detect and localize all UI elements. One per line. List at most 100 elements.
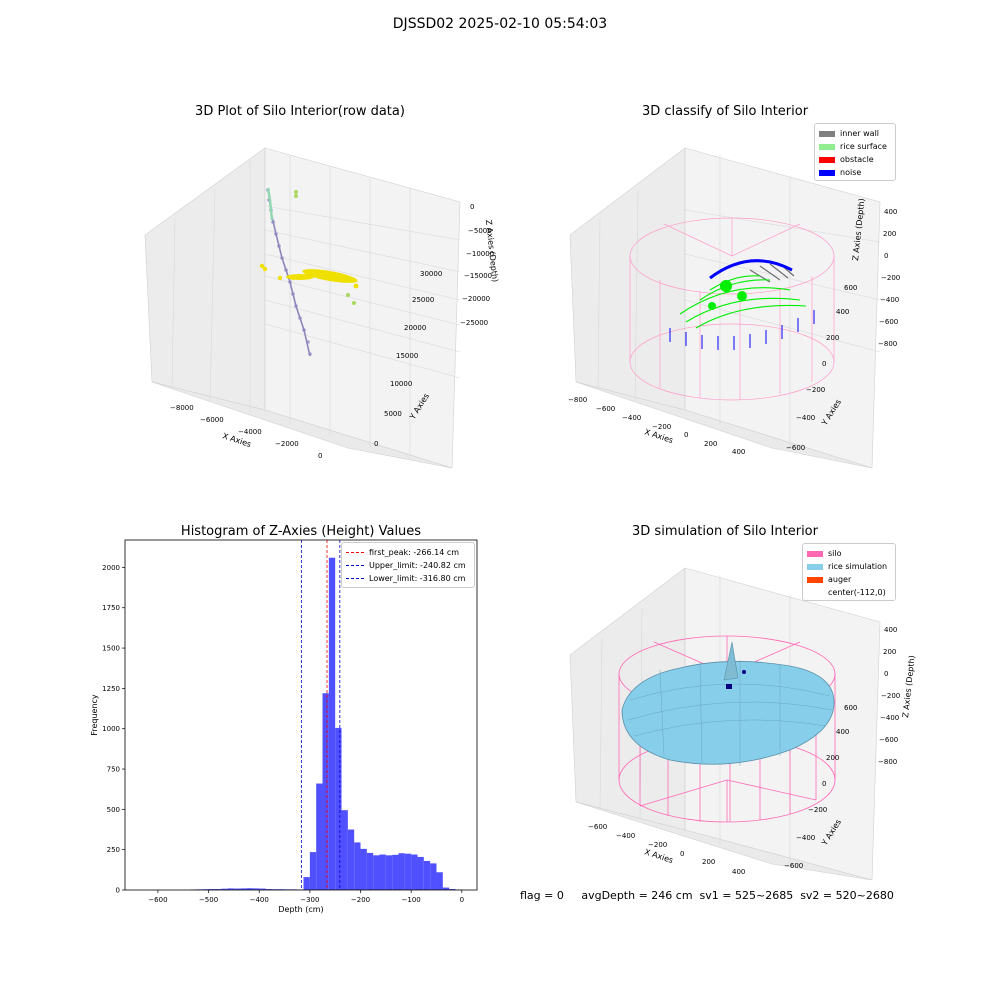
svg-text:−8000: −8000 bbox=[170, 404, 194, 412]
svg-text:−15000: −15000 bbox=[464, 272, 492, 280]
svg-text:−6000: −6000 bbox=[200, 416, 224, 424]
svg-text:5000: 5000 bbox=[384, 410, 402, 418]
legend-item-first-peak: first_peak: -266.14 cm bbox=[346, 546, 470, 559]
histogram-xtick-label: −600 bbox=[148, 896, 167, 904]
histogram-bar bbox=[354, 842, 361, 890]
svg-text:0: 0 bbox=[470, 203, 474, 211]
panel4-xlabel: X Axies bbox=[643, 847, 674, 865]
svg-text:200: 200 bbox=[883, 230, 896, 238]
legend-item-center: center(-112,0) bbox=[807, 586, 891, 599]
histogram-bar bbox=[202, 889, 209, 890]
svg-text:−400: −400 bbox=[880, 296, 899, 304]
legend-item-silo: silo bbox=[807, 547, 891, 560]
svg-text:−600: −600 bbox=[879, 318, 898, 326]
histogram-ylabel: Frequency bbox=[90, 694, 99, 736]
svg-text:20000: 20000 bbox=[404, 324, 426, 332]
svg-text:400: 400 bbox=[836, 308, 849, 316]
svg-text:0: 0 bbox=[684, 431, 688, 439]
panel1-3d-plot: 0−5000−10000 −15000−20000−25000 Z Axies … bbox=[144, 147, 500, 469]
histogram-bar bbox=[259, 888, 266, 890]
histogram-ytick-label: 2000 bbox=[102, 564, 120, 572]
status-footer: flag = 0 avgDepth = 246 cm sv1 = 525~268… bbox=[520, 889, 894, 902]
histogram-bar bbox=[278, 889, 285, 890]
histogram-bar bbox=[436, 872, 443, 890]
svg-text:400: 400 bbox=[884, 626, 897, 634]
histogram-bar bbox=[385, 855, 393, 890]
histogram-ytick-label: 1750 bbox=[102, 604, 120, 612]
histogram-bar bbox=[309, 852, 317, 890]
svg-text:400: 400 bbox=[884, 208, 897, 216]
svg-text:−400: −400 bbox=[622, 414, 641, 422]
svg-text:0: 0 bbox=[884, 252, 888, 260]
svg-text:−20000: −20000 bbox=[462, 295, 490, 303]
histogram-bar bbox=[208, 889, 215, 890]
figure-title: DJSSD02 2025-02-10 05:54:03 bbox=[392, 16, 608, 32]
histogram-bar bbox=[392, 854, 399, 890]
histogram-bar bbox=[214, 889, 222, 890]
svg-text:−600: −600 bbox=[879, 736, 898, 744]
svg-text:−600: −600 bbox=[596, 405, 615, 413]
svg-text:−200: −200 bbox=[808, 806, 827, 814]
histogram-bar bbox=[303, 877, 310, 890]
svg-text:200: 200 bbox=[883, 648, 896, 656]
legend-item-rice-simulation: rice simulation bbox=[807, 560, 891, 573]
svg-text:−600: −600 bbox=[588, 823, 607, 831]
panel2-title: 3D classify of Silo Interior bbox=[641, 104, 809, 119]
legend-item-lower-limit: Lower_limit: -316.80 cm bbox=[346, 572, 470, 585]
svg-text:0: 0 bbox=[374, 440, 378, 448]
panel4-legend: silo rice simulation auger center(-112,0… bbox=[802, 543, 896, 601]
histogram-bar bbox=[322, 693, 329, 890]
svg-text:30000: 30000 bbox=[420, 270, 442, 278]
svg-text:−200: −200 bbox=[881, 692, 900, 700]
panel2-legend: inner wall rice surface obstacle noise bbox=[814, 123, 896, 181]
svg-text:0: 0 bbox=[884, 670, 888, 678]
svg-text:200: 200 bbox=[826, 754, 839, 762]
svg-text:15000: 15000 bbox=[396, 352, 418, 360]
svg-text:−400: −400 bbox=[880, 714, 899, 722]
svg-text:−4000: −4000 bbox=[238, 428, 262, 436]
histogram-bar bbox=[430, 863, 437, 890]
histogram-ytick-label: 1000 bbox=[102, 725, 120, 733]
svg-text:−400: −400 bbox=[796, 414, 815, 422]
histogram-bar bbox=[240, 888, 247, 890]
histogram-frame bbox=[124, 539, 478, 891]
svg-text:−600: −600 bbox=[784, 862, 803, 870]
panel4-3d-plot: 400 200 0 −200 −400 −600 −800 Z Axies (Depth)… bbox=[569, 567, 917, 880]
panel4-title: 3D simulation of Silo Interior bbox=[632, 524, 818, 539]
svg-text:−400: −400 bbox=[616, 832, 635, 840]
svg-text:0: 0 bbox=[822, 360, 826, 368]
histogram-ytick-label: 1250 bbox=[102, 685, 120, 693]
histogram-bar bbox=[341, 810, 348, 890]
histogram-bar bbox=[411, 854, 418, 890]
svg-text:−400: −400 bbox=[796, 834, 815, 842]
histogram-bar bbox=[335, 727, 342, 890]
histogram-ytick-label: 1500 bbox=[102, 645, 120, 653]
histogram-legend: first_peak: -266.14 cm Upper_limit: -240… bbox=[341, 542, 475, 588]
histogram-bar bbox=[449, 889, 456, 890]
histogram-xtick-label: 0 bbox=[460, 896, 464, 904]
histogram-bar bbox=[442, 887, 450, 890]
svg-text:600: 600 bbox=[844, 284, 857, 292]
svg-text:400: 400 bbox=[836, 728, 849, 736]
histogram-bar bbox=[417, 856, 424, 890]
svg-text:−800: −800 bbox=[878, 758, 897, 766]
svg-text:600: 600 bbox=[844, 704, 857, 712]
histogram-bar bbox=[246, 888, 253, 890]
histogram-xtick-label: −200 bbox=[351, 896, 370, 904]
svg-text:−600: −600 bbox=[786, 444, 805, 452]
histogram-bar bbox=[233, 888, 241, 890]
histogram-bar bbox=[360, 848, 367, 890]
svg-text:−800: −800 bbox=[568, 396, 587, 404]
histogram-xtick-label: −300 bbox=[300, 896, 319, 904]
svg-text:400: 400 bbox=[732, 448, 745, 456]
legend-item-auger: auger bbox=[807, 573, 891, 586]
panel1-title: 3D Plot of Silo Interior(row data) bbox=[195, 104, 405, 119]
svg-text:−25000: −25000 bbox=[460, 319, 488, 327]
svg-text:−5000: −5000 bbox=[468, 227, 492, 235]
svg-text:−10000: −10000 bbox=[466, 250, 494, 258]
legend-item-upper-limit: Upper_limit: -240.82 cm bbox=[346, 559, 470, 572]
svg-text:0: 0 bbox=[822, 780, 826, 788]
histogram-bar bbox=[373, 855, 380, 890]
svg-text:200: 200 bbox=[704, 440, 717, 448]
